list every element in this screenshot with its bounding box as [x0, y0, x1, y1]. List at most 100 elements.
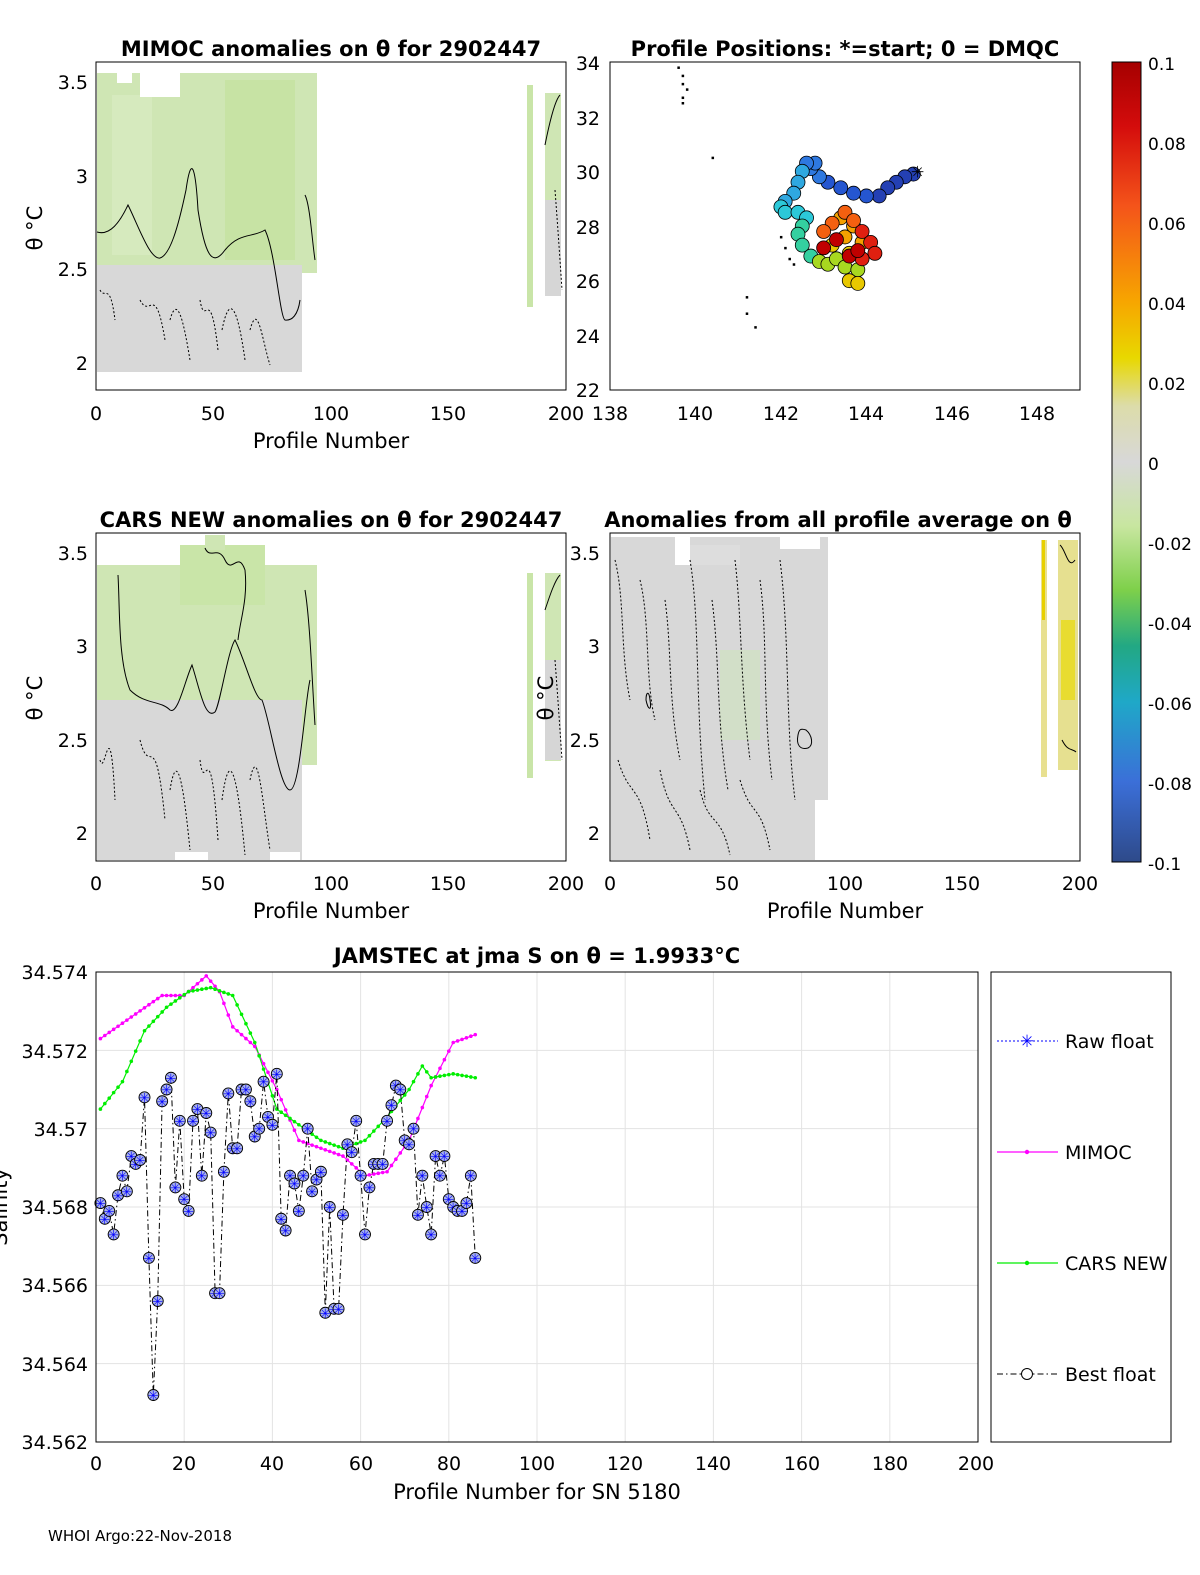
cars-new-point [447, 1072, 451, 1077]
cars-ytick: 2 [76, 823, 88, 845]
cars-new-point [270, 1093, 275, 1098]
positions-panel: Profile Positions: *=start; 0 = DMQC ✳ 1… [576, 37, 1081, 425]
mimoc-point [160, 993, 164, 998]
allavg-ytick: 3.5 [570, 543, 600, 565]
best-float-point [306, 1185, 319, 1198]
mimoc-point [310, 1143, 314, 1147]
raw-float-point: ✳ [108, 1228, 119, 1243]
mimoc-point [420, 1105, 425, 1110]
cars-new-point [424, 1070, 429, 1074]
allavg-title: Anomalies from all profile average on θ [604, 508, 1072, 532]
mimoc-panel: MIMOC anomalies on θ for 2902447 0 50 10… [23, 37, 584, 453]
profile-position-point [829, 232, 844, 248]
cars-new-point [147, 1024, 151, 1028]
best-float-point [438, 1150, 451, 1163]
raw-float-point: ✳ [104, 1205, 115, 1220]
cars-new-point [442, 1073, 447, 1078]
positions-yticks: 22 24 26 28 30 32 34 [576, 53, 600, 402]
mimoc-point [155, 996, 160, 1001]
mimoc-point [111, 1027, 116, 1032]
best-float-point [169, 1181, 182, 1194]
cars-new-point [200, 987, 204, 992]
mimoc-point [138, 1009, 142, 1013]
raw-float-point: ✳ [298, 1170, 309, 1185]
salinity-xtick: 100 [519, 1453, 555, 1475]
raw-float-point: ✳ [152, 1295, 163, 1310]
footer-note: WHOI Argo:22-Nov-2018 [48, 1527, 232, 1545]
raw-float-point: ✳ [377, 1158, 388, 1173]
salinity-ytick: 34.574 [22, 962, 88, 984]
raw-float-point: ✳ [404, 1138, 415, 1153]
raw-float-point: ✳ [121, 1185, 132, 1200]
allavg-ytick: 2.5 [570, 730, 600, 752]
best-float-point [103, 1204, 116, 1217]
mimoc-point [394, 1157, 398, 1162]
cars-new-point [367, 1133, 372, 1138]
cars-new-point [129, 1059, 134, 1064]
raw-float-point: ✳ [360, 1228, 371, 1243]
salinity-xtick: 160 [784, 1453, 820, 1475]
allavg-field [611, 537, 1078, 860]
colorbar-tick: -0.1 [1148, 855, 1181, 875]
mimoc-point [151, 999, 156, 1004]
raw-float-point: ✳ [417, 1170, 428, 1185]
cars-new-point [186, 989, 191, 994]
best-float-point [213, 1287, 226, 1300]
best-float-point [178, 1193, 191, 1206]
mimoc-point [336, 1152, 341, 1157]
mimoc-point [120, 1021, 125, 1025]
position-mark [792, 263, 796, 266]
positions-xtick: 148 [1019, 403, 1055, 425]
mimoc-point [169, 993, 173, 998]
cars-new-point [133, 1049, 138, 1053]
cars-new-point [235, 1003, 239, 1007]
best-float-point [107, 1228, 120, 1241]
allavg-xticks: 0 50 100 150 200 [604, 873, 1098, 895]
mimoc-point [398, 1151, 403, 1155]
mimoc-point [98, 1036, 103, 1041]
mimoc-xtick: 0 [90, 403, 102, 425]
mimoc-point [244, 1036, 248, 1041]
raw-float-point: ✳ [117, 1170, 128, 1185]
mimoc-point [191, 985, 195, 990]
raw-float-point: ✳ [307, 1185, 318, 1200]
salinity-xtick: 180 [872, 1453, 908, 1475]
mimoc-point [195, 981, 200, 986]
mimoc-point [213, 984, 217, 989]
raw-float-point: ✳ [196, 1170, 207, 1185]
cars-new-point [98, 1107, 103, 1111]
best-float-point [434, 1169, 446, 1182]
cars-new-point [327, 1141, 332, 1146]
mimoc-point [200, 978, 204, 982]
best-float-point [332, 1302, 345, 1315]
raw-float-point: ✳ [421, 1201, 432, 1216]
salinity-ylabel: Salinity [0, 1168, 12, 1246]
best-float-point [464, 1169, 477, 1182]
raw-float-point: ✳ [351, 1115, 362, 1130]
raw-float-point: ✳ [426, 1228, 437, 1243]
raw-float-point: ✳ [289, 1178, 300, 1193]
mimoc-point [442, 1057, 447, 1062]
cars-new-point [195, 988, 200, 992]
mimoc-point [283, 1108, 288, 1112]
mimoc-point [125, 1018, 129, 1022]
allavg-ylabel: θ °C [534, 676, 558, 721]
allavg-xtick: 200 [1062, 873, 1098, 895]
allavg-ytick: 3 [588, 636, 600, 658]
raw-float-point: ✳ [311, 1174, 322, 1189]
raw-float-point: ✳ [258, 1076, 269, 1091]
mimoc-ytick: 2 [76, 353, 88, 375]
best-float-point [120, 1185, 133, 1198]
allavg-xlabel: Profile Number [767, 899, 924, 923]
raw-float-point: ✳ [386, 1099, 397, 1114]
raw-float-point: ✳ [240, 1084, 251, 1099]
profile-position-point [846, 185, 861, 201]
raw-float-point: ✳ [139, 1091, 150, 1106]
mimoc-point [469, 1034, 473, 1039]
raw-float-point: ✳ [408, 1123, 419, 1138]
mimoc-yticks: 2 2.5 3 3.5 [58, 72, 88, 375]
raw-float-point: ✳ [364, 1181, 375, 1196]
mimoc-point [226, 1013, 231, 1017]
allavg-axes [609, 532, 1081, 862]
mimoc-xtick: 150 [430, 403, 466, 425]
